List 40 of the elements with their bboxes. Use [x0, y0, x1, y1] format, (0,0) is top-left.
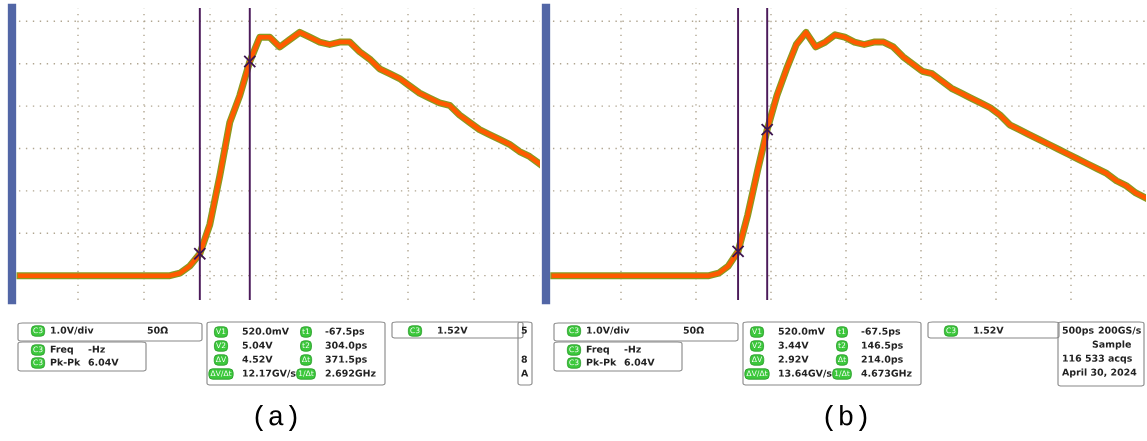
text: 2.92V [778, 355, 809, 363]
text: 1.52V [438, 326, 468, 334]
text: 6.04V [88, 358, 119, 366]
text: 50Ω [147, 326, 168, 334]
text: 5.04V [242, 341, 273, 349]
text: 520.0mV [778, 327, 825, 335]
text: 5 [521, 326, 527, 334]
text: 4.673GHz [861, 369, 912, 377]
text: 4.52V [242, 355, 273, 363]
text: -Hz [624, 345, 641, 353]
text: April 30, 2024 [1062, 368, 1137, 378]
text: 200GS/s [1098, 326, 1141, 335]
text: 50Ω [683, 326, 704, 334]
text: 12.17GV/s [243, 369, 296, 378]
text: 13.64GV/s [779, 369, 832, 378]
text: 1.0V/div [51, 326, 94, 335]
text: 8 [521, 355, 527, 363]
text: Freq [586, 345, 609, 355]
text: 500ps [1062, 326, 1094, 336]
text: 1.0V/div [587, 326, 630, 335]
x-axis-title: (b) [825, 405, 867, 431]
text: 214.0ps [861, 355, 903, 365]
text: 6.04V [624, 358, 655, 366]
text: 2.692GHz [325, 369, 376, 377]
text: 371.5ps [325, 355, 367, 365]
text: 3.44V [778, 341, 809, 349]
text: -Hz [88, 345, 105, 353]
text: 304.0ps [325, 341, 367, 351]
text: -67.5ps [861, 327, 901, 337]
text: 520.0mV [242, 327, 289, 335]
text: Pk-Pk [50, 358, 81, 366]
text: Sample [1092, 340, 1131, 350]
text: 146.5ps [862, 341, 903, 351]
text: Pk-Pk [586, 358, 617, 366]
text: 1.52V [974, 326, 1004, 334]
text: Freq [50, 345, 73, 355]
text: A [521, 369, 529, 377]
text: -67.5ps [325, 327, 365, 337]
text: 116 533 acqs [1063, 354, 1132, 364]
x-axis-title: (a) [255, 405, 297, 431]
